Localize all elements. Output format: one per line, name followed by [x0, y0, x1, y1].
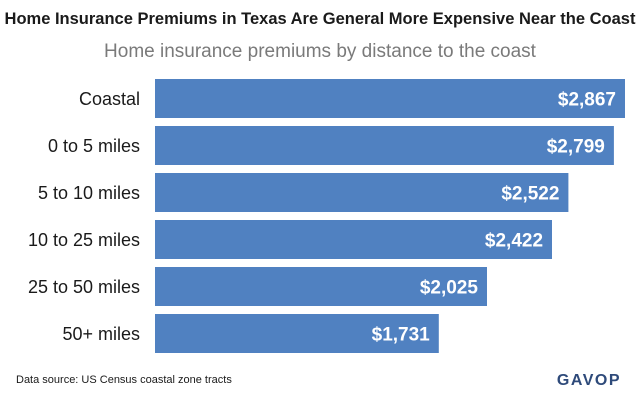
category-label: 10 to 25 miles: [28, 230, 140, 250]
data-source-note: Data source: US Census coastal zone trac…: [16, 374, 232, 386]
chart-title: Home Insurance Premiums in Texas Are Gen…: [4, 10, 636, 28]
category-label: 5 to 10 miles: [38, 183, 140, 203]
bar-value-label: $2,867: [558, 90, 616, 111]
bar-value-label: $2,422: [485, 231, 543, 252]
category-label: 50+ miles: [62, 324, 140, 344]
bar: [155, 220, 552, 259]
bar: [155, 267, 487, 306]
category-label: Coastal: [79, 89, 140, 109]
brand-logo-text: GAVOP: [556, 372, 621, 389]
bar-value-label: $1,731: [372, 325, 431, 346]
bar: [155, 79, 625, 118]
bar: [155, 314, 439, 353]
bar-value-label: $2,799: [547, 137, 605, 158]
category-label: 25 to 50 miles: [28, 277, 140, 297]
bar: [155, 173, 569, 212]
category-label: 0 to 5 miles: [48, 136, 140, 156]
bar-value-label: $2,522: [501, 184, 559, 205]
chart-subtitle: Home insurance premiums by distance to t…: [104, 41, 536, 62]
bar-value-label: $2,025: [420, 278, 479, 299]
bar: [155, 126, 614, 165]
